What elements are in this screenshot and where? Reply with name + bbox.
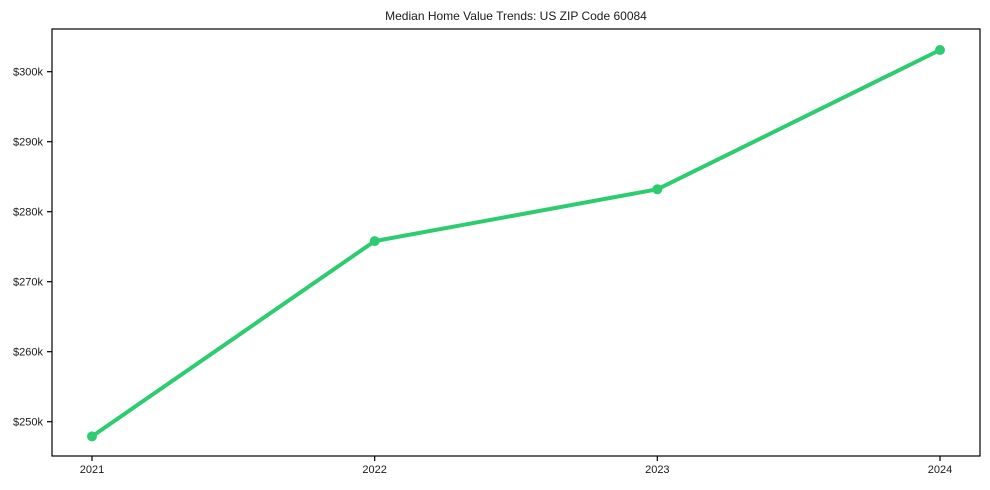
data-point-2022 <box>369 236 380 247</box>
x-tick-label: 2023 <box>645 464 669 476</box>
y-tick-label: $300k <box>13 67 43 79</box>
trend-line <box>90 48 942 439</box>
data-point-2024 <box>935 45 945 55</box>
y-tick-label: $250k <box>13 417 43 429</box>
data-series-layer <box>87 45 945 442</box>
x-tick-label: 2024 <box>928 464 952 476</box>
axis-ticks-layer: $250k $260k $270k $280k $290k $300k 2021 2022 20… <box>13 67 952 476</box>
plot-area-border <box>51 28 981 457</box>
chart-title: Median Home Value Trends: US ZIP Code 60… <box>385 9 647 23</box>
data-point-2023 <box>652 184 663 195</box>
y-tick-label: $270k <box>13 277 43 289</box>
y-tick-label: $290k <box>13 137 43 149</box>
x-tick-label: 2021 <box>80 464 104 476</box>
y-tick-label: $280k <box>13 207 43 219</box>
y-tick-label: $260k <box>13 347 43 359</box>
data-point-2021 <box>87 431 97 442</box>
x-tick-label: 2022 <box>362 464 386 476</box>
